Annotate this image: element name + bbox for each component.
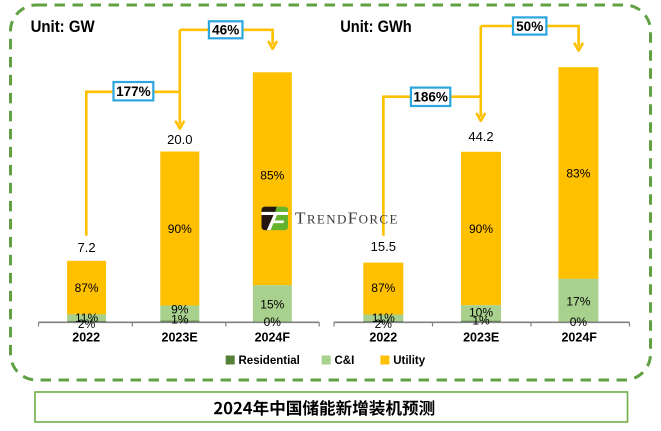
svg-text:87%: 87% — [371, 281, 395, 295]
svg-text:17%: 17% — [566, 294, 590, 308]
svg-text:Utility: Utility — [393, 355, 426, 367]
svg-text:2024F: 2024F — [255, 330, 291, 344]
svg-text:15.5: 15.5 — [371, 239, 396, 254]
svg-text:0%: 0% — [570, 315, 588, 329]
svg-text:2022: 2022 — [72, 330, 100, 344]
svg-text:177%: 177% — [116, 84, 151, 99]
svg-text:2023E: 2023E — [162, 330, 198, 344]
svg-text:15%: 15% — [260, 297, 284, 311]
svg-text:2022: 2022 — [369, 330, 397, 344]
svg-text:Unit: GWh: Unit: GWh — [340, 17, 412, 36]
svg-text:87%: 87% — [75, 281, 99, 295]
svg-text:50%: 50% — [516, 19, 543, 34]
svg-text:11%: 11% — [75, 311, 98, 325]
svg-text:44.2: 44.2 — [468, 129, 493, 144]
svg-text:C&I: C&I — [335, 355, 355, 367]
svg-text:1%: 1% — [171, 313, 189, 327]
svg-text:90%: 90% — [168, 222, 192, 236]
svg-text:85%: 85% — [260, 169, 284, 183]
svg-text:2%: 2% — [78, 317, 96, 331]
svg-text:2024F: 2024F — [561, 330, 597, 344]
svg-text:186%: 186% — [413, 90, 448, 105]
svg-text:90%: 90% — [469, 222, 493, 236]
svg-text:10%: 10% — [469, 306, 493, 320]
svg-text:20.0: 20.0 — [167, 132, 192, 147]
svg-text:Unit: GW: Unit: GW — [31, 17, 95, 36]
svg-text:7.2: 7.2 — [78, 240, 96, 255]
svg-text:9%: 9% — [171, 303, 189, 317]
svg-text:11%: 11% — [372, 311, 395, 325]
svg-text:46%: 46% — [212, 23, 239, 38]
svg-text:TRENDFORCE: TRENDFORCE — [295, 209, 399, 228]
svg-text:83%: 83% — [566, 167, 590, 181]
svg-text:1%: 1% — [472, 314, 490, 328]
svg-text:2%: 2% — [375, 317, 393, 331]
svg-text:0%: 0% — [264, 315, 282, 329]
svg-text:2023E: 2023E — [463, 330, 499, 344]
svg-text:Residential: Residential — [239, 355, 300, 367]
